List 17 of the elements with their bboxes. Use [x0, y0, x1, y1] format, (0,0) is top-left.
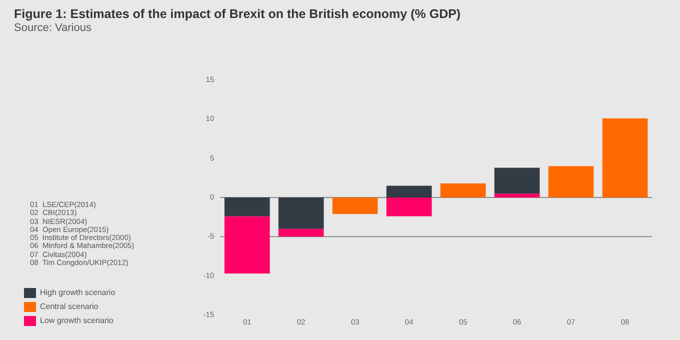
bar	[548, 166, 594, 198]
bar	[440, 183, 486, 198]
legend-label: Low growth scenario	[40, 316, 114, 326]
bar	[602, 118, 648, 198]
bar	[386, 198, 432, 216]
bar	[224, 216, 270, 274]
bar	[332, 198, 378, 214]
bar	[278, 228, 324, 237]
bar	[224, 198, 270, 216]
bar	[494, 194, 540, 198]
bar	[278, 198, 324, 229]
legend-label: Central scenario	[40, 302, 99, 312]
text: Source: Various	[14, 22, 92, 34]
bar	[494, 168, 540, 194]
bar	[386, 186, 432, 198]
legend-label: High growth scenario	[40, 288, 116, 298]
chart-title: Figure 1: Estimates of the impact of Brexit on the British economy (% GDP)	[14, 7, 461, 21]
